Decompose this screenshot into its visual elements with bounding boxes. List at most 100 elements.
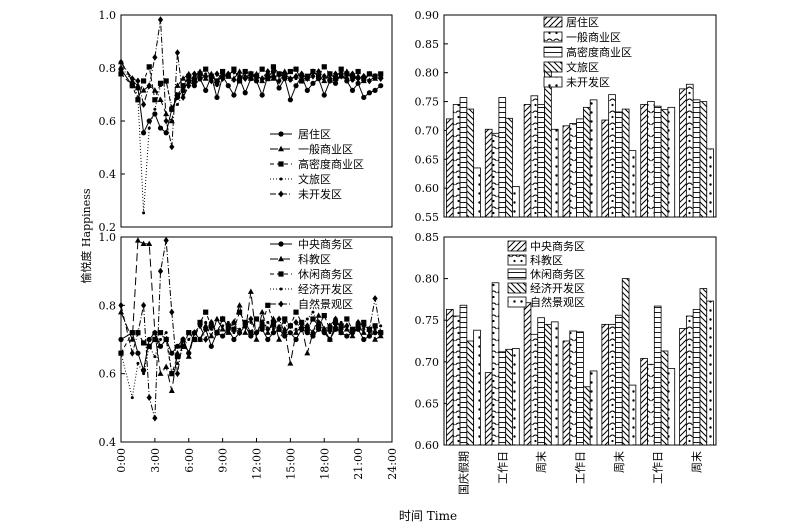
data-point (305, 317, 309, 321)
data-point (118, 58, 124, 66)
bar (660, 350, 669, 446)
data-point (304, 75, 310, 82)
bar (537, 317, 545, 446)
data-point (321, 92, 327, 98)
data-point (236, 329, 243, 337)
data-point (231, 326, 237, 332)
data-point (253, 329, 260, 337)
bar (621, 108, 630, 218)
data-point (310, 316, 316, 322)
data-point (135, 329, 141, 337)
legend-swatch (543, 31, 563, 43)
y-tick-label: 0.65 (415, 397, 440, 410)
data-point (152, 111, 158, 117)
bar (452, 104, 461, 218)
data-point (136, 361, 140, 365)
data-point (321, 312, 327, 319)
data-point (366, 333, 373, 339)
data-point (373, 327, 377, 331)
legend-marker (278, 300, 284, 308)
data-point (142, 211, 146, 215)
data-point (159, 84, 163, 88)
bar (699, 101, 708, 218)
legend-marker (278, 131, 284, 137)
data-point (197, 336, 204, 342)
x-category-label: 国庆假期 (456, 451, 470, 495)
data-point (366, 71, 373, 77)
data-point (372, 72, 378, 80)
data-point (135, 77, 141, 85)
data-point (180, 87, 186, 93)
data-point (338, 323, 344, 329)
data-point (287, 322, 293, 330)
data-point (146, 240, 153, 247)
legend-label: 经济开发区 (298, 282, 353, 296)
data-point (253, 72, 260, 80)
data-point (236, 302, 243, 308)
data-point (304, 349, 311, 356)
data-point (287, 75, 293, 82)
y-tick-label: 0.4 (99, 168, 117, 181)
bar (473, 329, 481, 446)
legend-label: 居住区 (566, 15, 599, 29)
data-point (247, 75, 254, 81)
figure-y-label: 愉悦度 Happiness (79, 188, 93, 283)
data-point (253, 336, 260, 342)
data-point (304, 87, 310, 93)
data-point (316, 319, 322, 326)
data-point (327, 75, 333, 82)
y-tick-label: 0.60 (415, 182, 440, 195)
bar (491, 132, 500, 218)
data-point (129, 349, 135, 357)
bar (484, 372, 493, 446)
data-point (169, 308, 175, 316)
data-point (344, 316, 350, 322)
legend-marker (278, 255, 284, 262)
data-point (203, 66, 209, 72)
data-point (163, 110, 170, 117)
bar (446, 118, 454, 218)
data-point (169, 350, 175, 356)
data-point (163, 363, 170, 370)
data-point (197, 71, 203, 77)
data-point (219, 326, 226, 332)
data-point (129, 336, 136, 342)
legend-swatch (543, 76, 563, 88)
legend-label: 科教区 (298, 252, 331, 266)
bar (647, 363, 655, 446)
y-tick-label: 0.85 (415, 38, 440, 51)
data-point (299, 70, 305, 78)
y-tick-label: 0.70 (415, 356, 440, 369)
data-point (208, 332, 215, 339)
data-point (366, 77, 373, 85)
data-point (293, 66, 299, 72)
data-point (191, 329, 197, 337)
y-tick-label: 0.4 (99, 436, 117, 449)
data-point (174, 92, 181, 98)
bar (466, 108, 475, 218)
data-point (186, 73, 192, 79)
data-point (253, 316, 260, 322)
data-point (300, 324, 304, 328)
data-point (270, 330, 277, 336)
data-point (119, 65, 123, 69)
data-point (118, 71, 124, 77)
bar (576, 118, 584, 218)
data-point (146, 118, 152, 124)
data-point (202, 322, 209, 329)
data-point (311, 310, 315, 314)
data-point (242, 319, 248, 326)
data-point (163, 130, 169, 136)
data-point (140, 367, 147, 373)
data-point (197, 319, 203, 326)
data-point (327, 322, 333, 330)
bar (589, 99, 598, 218)
y-tick-label: 0.65 (415, 153, 440, 166)
data-point (187, 338, 191, 341)
data-point (208, 77, 214, 85)
data-point (232, 79, 236, 83)
y-tick-label: 0.90 (415, 9, 440, 22)
x-tick-label: 9:00 (217, 448, 230, 473)
series-line (120, 239, 381, 391)
x-category-label: 周末 (612, 451, 626, 473)
